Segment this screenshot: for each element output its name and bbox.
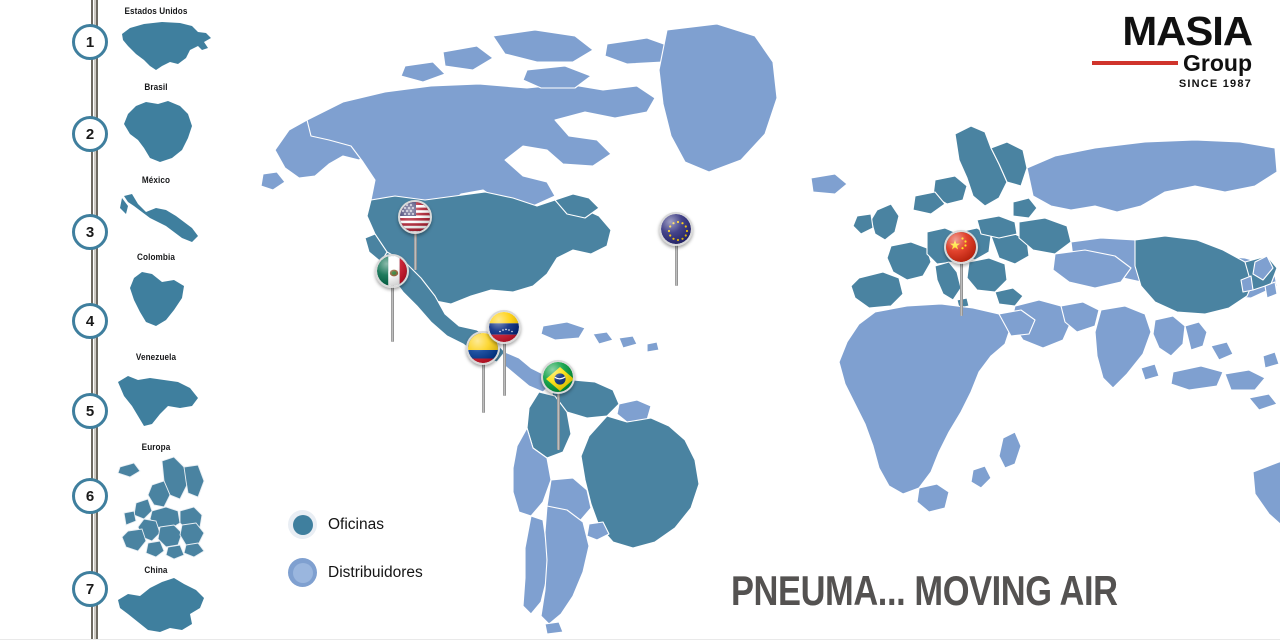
flag-brasil-icon: [541, 360, 575, 394]
legend-item-distribuidores: Distribuidores: [288, 558, 423, 587]
pin-china[interactable]: [944, 230, 978, 316]
legend-swatch-distribuidores: [288, 558, 317, 587]
sidebar-label-brasil: Brasil: [144, 82, 168, 93]
flag-usa-icon: [398, 200, 432, 234]
brand-name: MASIA: [1122, 8, 1253, 54]
sidebar-step-6[interactable]: 6: [72, 478, 108, 514]
sidebar-label-mexico: México: [141, 175, 171, 186]
pin-venezuela[interactable]: [487, 310, 521, 396]
brand-red-rule: [1092, 61, 1178, 66]
flag-china-icon: [944, 230, 978, 264]
tagline: PNEUMA... MOVING AIR: [731, 567, 1118, 614]
sidebar-step-3-number: 3: [85, 223, 95, 241]
country-shape-brasil: [118, 96, 196, 166]
sidebar-step-2-number: 2: [85, 125, 95, 143]
country-shape-colombia: [118, 266, 190, 334]
country-shape-venezuela: [112, 368, 204, 430]
sidebar-label-colombia: Colombia: [137, 252, 175, 263]
brand-logo: MASIA Group SINCE 1987: [1072, 11, 1253, 90]
sidebar-step-7-number: 7: [85, 580, 95, 598]
sidebar-step-5[interactable]: 5: [72, 393, 108, 429]
sidebar-step-2[interactable]: 2: [72, 116, 108, 152]
country-shape-mexico: [118, 188, 202, 250]
map-legend: Oficinas Distribuidores: [288, 510, 423, 606]
legend-item-oficinas: Oficinas: [288, 510, 423, 539]
country-shape-europa: [108, 455, 218, 565]
sidebar-label-china: China: [144, 565, 168, 576]
sidebar-step-6-number: 6: [85, 487, 95, 505]
pin-europa[interactable]: [659, 212, 693, 286]
pin-brasil[interactable]: [541, 360, 575, 450]
sidebar-step-4[interactable]: 4: [72, 303, 108, 339]
sidebar-label-europa: Europa: [141, 442, 171, 453]
flag-mexico-icon: [375, 254, 409, 288]
sidebar-step-1[interactable]: 1: [72, 24, 108, 60]
country-shape-usa: [118, 18, 214, 74]
sidebar-label-venezuela: Venezuela: [135, 352, 177, 363]
pin-mexico[interactable]: [375, 254, 409, 342]
brand-since: SINCE 1987: [1178, 77, 1252, 90]
brand-subname: Group: [1183, 49, 1252, 76]
sidebar-label-estados-unidos: Estados Unidos: [124, 6, 188, 17]
pin-usa[interactable]: [398, 200, 432, 270]
country-shape-china: [112, 576, 212, 638]
sidebar-step-4-number: 4: [85, 312, 95, 330]
sidebar-step-1-number: 1: [85, 33, 95, 51]
legend-label-oficinas: Oficinas: [328, 515, 384, 533]
sidebar-step-3[interactable]: 3: [72, 214, 108, 250]
sidebar-step-7[interactable]: 7: [72, 571, 108, 607]
legend-swatch-oficinas: [288, 510, 317, 539]
legend-label-distribuidores: Distribuidores: [328, 563, 423, 581]
flag-european-union-icon: [659, 212, 693, 246]
sidebar-step-5-number: 5: [85, 402, 95, 420]
flag-venezuela-icon: [487, 310, 521, 344]
